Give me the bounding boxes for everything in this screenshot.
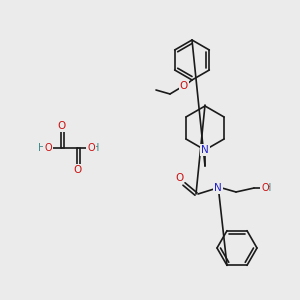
- Text: O: O: [87, 143, 95, 153]
- Text: H: H: [38, 143, 46, 153]
- Text: N: N: [201, 145, 209, 155]
- Text: O: O: [58, 121, 66, 131]
- Text: H: H: [92, 143, 100, 153]
- Text: O: O: [261, 183, 268, 193]
- Text: O: O: [74, 165, 82, 175]
- Text: N: N: [214, 183, 222, 193]
- Text: H: H: [264, 183, 272, 193]
- Text: O: O: [180, 81, 188, 91]
- Text: O: O: [175, 173, 183, 183]
- Text: O: O: [44, 143, 52, 153]
